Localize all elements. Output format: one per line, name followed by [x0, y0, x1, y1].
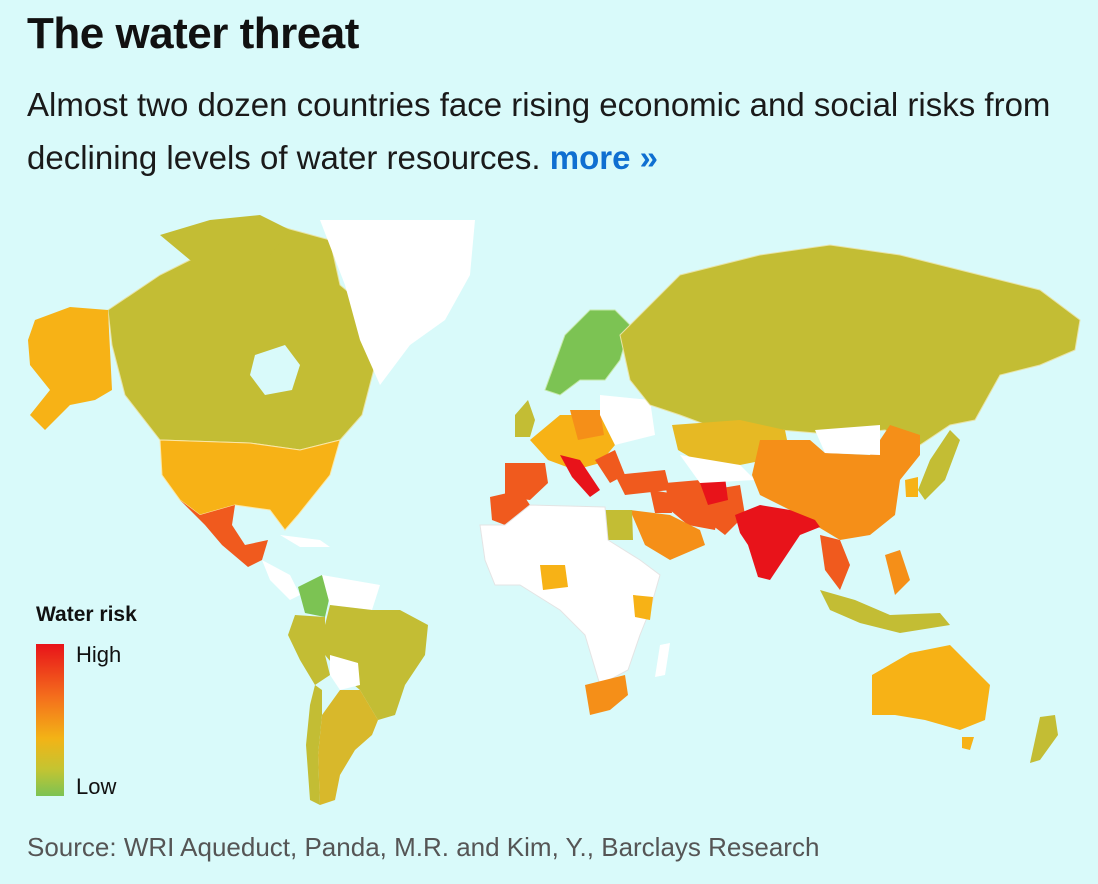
region-mexico — [180, 500, 268, 567]
region-indonesia — [820, 590, 950, 633]
page-title: The water threat — [27, 9, 359, 58]
world-map — [28, 215, 1081, 805]
region-caribbean — [280, 535, 330, 547]
region-colombia — [298, 575, 330, 617]
region-argentina — [318, 690, 378, 805]
region-eastern-europe — [600, 395, 655, 445]
legend-title: Water risk — [36, 603, 137, 626]
legend-high-label: High — [76, 642, 122, 667]
region-russia — [619, 244, 1081, 446]
region-canada-islands — [160, 215, 290, 265]
region-kenya — [633, 595, 653, 620]
region-saudi-arabia — [630, 510, 705, 560]
region-south-africa — [585, 675, 628, 715]
region-spain — [505, 463, 548, 500]
region-south-america-north — [322, 575, 380, 610]
region-nigeria — [540, 565, 568, 590]
region-bolivia — [330, 655, 360, 690]
region-egypt — [605, 510, 633, 540]
region-madagascar — [655, 643, 670, 677]
hudson-bay — [250, 345, 300, 395]
region-scandinavia — [544, 309, 631, 396]
region-korea — [905, 477, 918, 497]
region-uk — [515, 400, 535, 437]
region-australia — [872, 645, 990, 730]
region-italy — [560, 455, 600, 497]
legend-low-label: Low — [76, 774, 117, 799]
region-central-america — [262, 560, 300, 600]
legend: Water risk High Low — [36, 600, 216, 800]
region-japan — [918, 430, 960, 500]
region-central-asia — [680, 455, 755, 483]
region-chile — [306, 685, 322, 805]
source-note: Source: WRI Aqueduct, Panda, M.R. and Ki… — [27, 832, 820, 862]
region-usa — [159, 439, 341, 531]
region-alaska — [28, 307, 112, 430]
region-iraq — [650, 490, 672, 513]
region-tasmania — [962, 737, 974, 750]
legend-color-scale — [36, 644, 64, 796]
region-afghanistan — [700, 477, 728, 505]
region-mongolia — [815, 425, 880, 455]
subtitle-text: Almost two dozen countries face rising e… — [27, 86, 1051, 176]
region-turkey — [615, 470, 670, 495]
region-southeast-asia — [820, 535, 850, 590]
region-brazil — [325, 605, 428, 720]
region-africa — [479, 504, 661, 686]
more-link[interactable]: more » — [549, 139, 658, 176]
region-greenland — [320, 220, 475, 385]
page-subtitle: Almost two dozen countries face rising e… — [27, 78, 1077, 184]
region-germany — [570, 410, 604, 440]
region-philippines — [885, 550, 910, 595]
region-india — [735, 505, 820, 580]
region-new-zealand — [1030, 715, 1058, 763]
region-north-africa-west — [490, 490, 530, 525]
region-peru — [288, 615, 330, 685]
